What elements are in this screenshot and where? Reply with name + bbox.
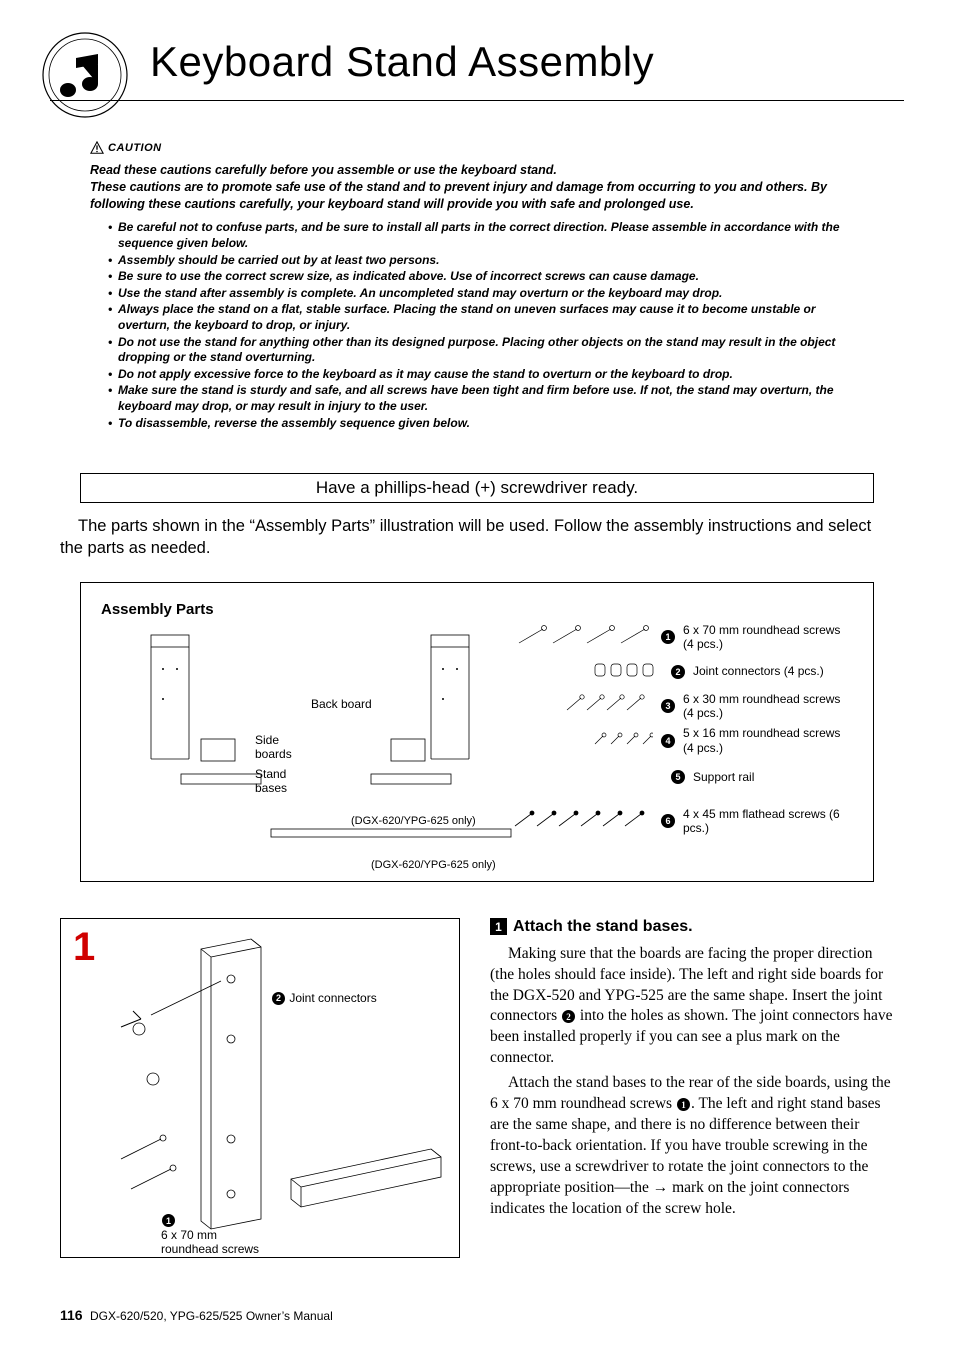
- caution-item: Use the stand after assembly is complete…: [108, 286, 864, 302]
- caution-item: To disassemble, reverse the assembly seq…: [108, 416, 864, 432]
- caution-block: CAUTION Read these cautions carefully be…: [90, 141, 864, 431]
- joint-text: Joint connectors: [289, 991, 376, 1005]
- heading-box-number: 1: [490, 918, 507, 935]
- screws-number: 1: [162, 1214, 175, 1227]
- page-footer: 116 DGX-620/520, YPG-625/525 Owner’s Man…: [60, 1307, 333, 1323]
- heading-text: Attach the stand bases.: [513, 918, 693, 936]
- hardware-number: 2: [671, 665, 685, 679]
- hardware-desc: 6 x 70 mm roundhead screws (4 pcs.): [683, 623, 853, 652]
- tool-note-box: Have a phillips-head (+) screwdriver rea…: [80, 473, 874, 503]
- hardware-number: 1: [661, 630, 675, 644]
- hardware-row: 1 6 x 70 mm roundhead screws (4 pcs.): [513, 623, 853, 652]
- hardware-row: 6 4 x 45 mm flathead screws (6 pcs.): [513, 807, 853, 836]
- title-rule: [50, 100, 904, 101]
- screw-glyphs-icon: [513, 625, 653, 650]
- hardware-number: 4: [661, 734, 675, 748]
- hardware-desc: 5 x 16 mm roundhead screws (4 pcs.): [683, 726, 853, 755]
- hardware-desc: Joint connectors (4 pcs.): [693, 664, 824, 678]
- step-1-diagram: 1: [60, 918, 460, 1258]
- connector-glyphs-icon: [513, 660, 663, 683]
- caution-intro: Read these cautions carefully before you…: [90, 162, 864, 213]
- hardware-number: 6: [661, 814, 675, 828]
- screw-glyphs-icon: [513, 810, 653, 833]
- warning-icon: [90, 141, 104, 155]
- caution-item: Make sure the stand is sturdy and safe, …: [108, 383, 864, 414]
- side-boards-label: Side boards: [255, 733, 292, 762]
- joint-connector-label: 2 Joint connectors: [271, 991, 377, 1005]
- hardware-desc: 4 x 45 mm flathead screws (6 pcs.): [683, 807, 853, 836]
- screw-glyphs-icon: [513, 694, 653, 717]
- para-fragment: . The left and right stand bases are the…: [490, 1095, 881, 1217]
- caution-item: Be sure to use the correct screw size, a…: [108, 269, 864, 285]
- page-header: Keyboard Stand Assembly: [50, 30, 904, 101]
- inline-number-1: 1: [677, 1098, 690, 1111]
- hardware-desc: 6 x 30 mm roundhead screws (4 pcs.): [683, 692, 853, 721]
- model-note-b: (DGX-620/YPG-625 only): [371, 859, 496, 871]
- hardware-number: 5: [671, 770, 685, 784]
- caution-label-text: CAUTION: [108, 141, 162, 156]
- intro-paragraph: The parts shown in the “Assembly Parts” …: [60, 515, 894, 560]
- step-1-text: 1 Attach the stand bases. Making sure th…: [490, 918, 894, 1258]
- caution-item: Be careful not to confuse parts, and be …: [108, 220, 864, 251]
- hardware-row: 3 6 x 30 mm roundhead screws (4 pcs.): [513, 692, 853, 721]
- page-number: 116: [60, 1307, 83, 1323]
- caution-item: Do not apply excessive force to the keyb…: [108, 367, 864, 383]
- inline-number-2: 2: [562, 1010, 575, 1023]
- model-note-a: (DGX-620/YPG-625 only): [351, 815, 476, 827]
- hardware-number: 3: [661, 699, 675, 713]
- page-title: Keyboard Stand Assembly: [150, 30, 904, 96]
- step-1-svg: [61, 919, 461, 1259]
- hardware-desc: Support rail: [693, 770, 754, 784]
- step-1-heading: 1 Attach the stand bases.: [490, 918, 894, 936]
- screws-text: 6 x 70 mm roundhead screws: [161, 1228, 259, 1256]
- back-board-label: Back board: [311, 697, 372, 711]
- caution-item: Always place the stand on a flat, stable…: [108, 302, 864, 333]
- screw-glyphs-icon: [513, 730, 653, 751]
- hardware-row: 4 5 x 16 mm roundhead screws (4 pcs.): [513, 726, 853, 755]
- caution-item: Assembly should be carried out by at lea…: [108, 253, 864, 269]
- caution-list: Be careful not to confuse parts, and be …: [108, 220, 864, 431]
- hardware-row: 5 Support rail: [513, 763, 853, 791]
- hardware-list: 1 6 x 70 mm roundhead screws (4 pcs.) 2 …: [513, 623, 853, 842]
- parts-diagram-left: [141, 629, 521, 869]
- step-1-region: 1: [60, 918, 894, 1258]
- caution-label: CAUTION: [90, 141, 162, 156]
- joint-number: 2: [272, 992, 285, 1005]
- assembly-parts-title: Assembly Parts: [101, 601, 853, 618]
- step-1-para-2: Attach the stand bases to the rear of th…: [490, 1073, 894, 1219]
- step-1-para-1: Making sure that the boards are facing t…: [490, 944, 894, 1070]
- caution-item: Do not use the stand for anything other …: [108, 335, 864, 366]
- screws-label: 1 6 x 70 mm roundhead screws: [161, 1199, 259, 1257]
- assembly-parts-box: Assembly Parts Back board Side boards St…: [80, 582, 874, 882]
- stand-bases-label: Stand bases: [255, 767, 287, 796]
- hardware-row: 2 Joint connectors (4 pcs.): [513, 658, 853, 686]
- music-note-icon: [40, 30, 130, 120]
- footer-text: DGX-620/520, YPG-625/525 Owner’s Manual: [90, 1309, 333, 1323]
